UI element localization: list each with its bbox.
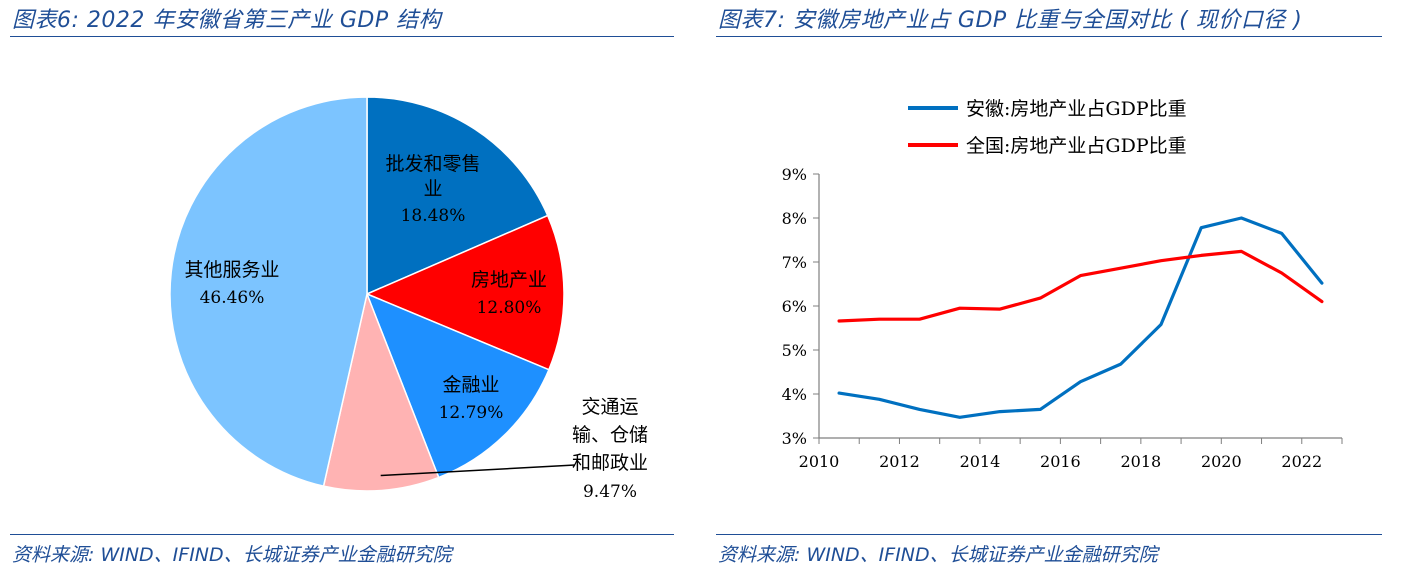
x-tick-label: 2010 [799,452,840,471]
series-line-2 [837,249,1324,323]
x-tick-label: 2018 [1120,452,1161,471]
left-title-divider [10,36,674,37]
slice-label-4: 输、仓储 [572,424,648,446]
right-source-divider [716,534,1382,535]
pie-slice-5 [169,96,368,488]
x-tick-label: 2022 [1281,452,1322,471]
x-tick-label: 2014 [960,452,1001,471]
slice-value-3: 12.79% [439,403,504,423]
y-tick-label: 5% [782,341,807,360]
right-title-divider [716,36,1382,37]
y-tick-label: 7% [782,253,807,272]
slice-label-1: 批发和零售 [385,153,480,175]
slice-label-3: 金融业 [442,374,499,396]
legend-label-1: 安徽:房地产业占GDP比重 [966,98,1187,120]
slice-value-2: 12.80% [477,298,542,318]
y-tick-label: 3% [782,429,807,448]
right-source-note: 资料来源: WIND、IFIND、长城证券产业金融研究院 [718,544,1158,566]
x-tick-label: 2016 [1040,452,1081,471]
y-tick-label: 8% [782,209,807,228]
slice-leader-line [380,464,576,477]
slice-label-1: 业 [423,178,442,200]
slice-label-5: 其他服务业 [184,259,279,281]
slice-value-5: 46.46% [200,288,265,308]
left-source-note: 资料来源: WIND、IFIND、长城证券产业金融研究院 [12,544,452,566]
x-tick-label: 2020 [1201,452,1242,471]
slice-label-4: 和邮政业 [572,452,648,474]
right-chart-title: 图表7: 安徽房地产业占 GDP 比重与全国对比 ( 现价口径 ) [718,8,1303,33]
pie-slice-1 [366,96,549,296]
slice-value-4: 9.47% [583,482,637,502]
left-chart-title: 图表6: 2022 年安徽省第三产业 GDP 结构 [12,8,442,33]
legend-label-2: 全国:房地产业占GDP比重 [966,135,1187,157]
line-chart: 3% 4% 5% 6% 7% 8% 9% 2010 2012 2014 2016 2018 2020 20… [782,98,1343,471]
left-source-divider [10,534,674,535]
slice-label-2: 房地产业 [471,269,547,291]
pie-slice-2 [365,214,565,371]
y-tick-label: 4% [782,385,807,404]
slice-label-4: 交通运 [581,396,638,418]
pie-slice-3 [365,292,550,479]
y-tick-label: 6% [782,297,807,316]
x-tick-label: 2012 [879,452,920,471]
y-tick-label: 9% [782,165,807,184]
series-line-1 [837,216,1324,419]
slice-value-1: 18.48% [401,206,466,226]
pie-slice-4 [322,291,440,492]
